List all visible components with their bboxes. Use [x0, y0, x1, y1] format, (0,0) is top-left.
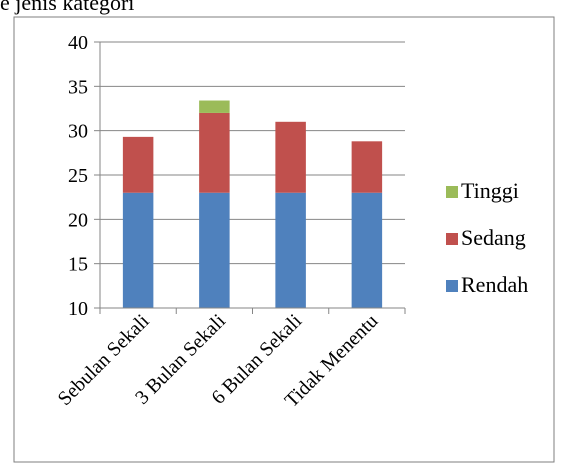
y-tick-label: 15: [68, 254, 88, 276]
legend-label-sedang: Sedang: [461, 225, 526, 250]
bar-segment-rendah: [122, 192, 154, 308]
y-tick-label: 20: [68, 209, 88, 231]
legend: Tinggi Sedang Rendah: [446, 178, 528, 297]
bars: [122, 100, 383, 308]
y-tick-label: 40: [68, 32, 88, 54]
legend-swatch-sedang: [446, 233, 458, 245]
legend-label-tinggi: Tinggi: [461, 178, 519, 203]
bar-segment-tinggi: [199, 100, 230, 113]
bar-segment-sedang: [122, 136, 154, 193]
y-tick-labels: 10 15 20 25 30 35 40: [68, 32, 88, 320]
chart-frame: [13, 16, 555, 463]
bar-segment-rendah: [199, 192, 230, 308]
y-tick-label: 10: [68, 298, 88, 320]
axes: [99, 42, 406, 314]
bar-segment-rendah: [275, 192, 306, 308]
bar-segment-sedang: [275, 121, 306, 193]
bar-segment-rendah: [351, 192, 383, 308]
y-tick-label: 30: [68, 121, 88, 143]
y-tick-label: 35: [68, 76, 88, 98]
bar-segment-sedang: [351, 141, 383, 193]
legend-swatch-rendah: [446, 280, 458, 292]
header-fragment-text: e jenis kategori: [0, 0, 134, 15]
bar-segment-sedang: [199, 112, 230, 193]
y-tick-label: 25: [68, 165, 88, 187]
legend-swatch-tinggi: [446, 186, 458, 198]
legend-label-rendah: Rendah: [461, 272, 528, 297]
